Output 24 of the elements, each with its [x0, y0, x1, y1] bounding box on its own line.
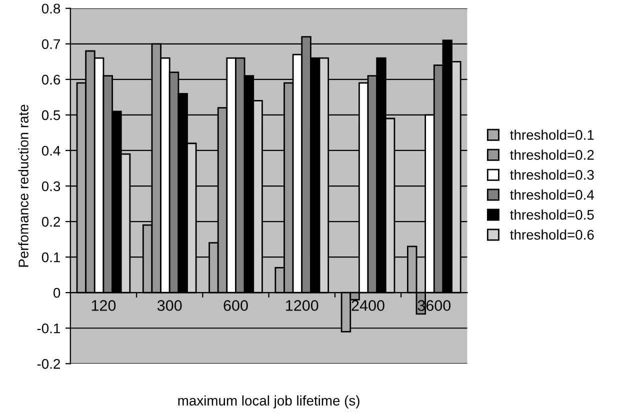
legend-label: threshold=0.6 — [510, 229, 594, 240]
y-tick-label: 0.1 — [42, 252, 60, 262]
y-tick-label: -0.1 — [37, 323, 60, 334]
y-axis-title: Perfomance reduction rate — [18, 104, 28, 267]
x-tick-label: 600 — [224, 300, 248, 311]
y-tick-label: 0.7 — [42, 39, 60, 50]
x-tick-label: 1200 — [286, 300, 318, 311]
x-tick-label: 2400 — [352, 300, 384, 311]
legend-label: threshold=0.4 — [510, 190, 594, 200]
legend-label: threshold=0.3 — [510, 170, 594, 180]
x-tick-label: 120 — [92, 300, 116, 311]
y-tick-label: 0.3 — [42, 181, 60, 192]
y-tick-label: 0.6 — [42, 74, 60, 85]
y-tick-label: -0.2 — [37, 358, 60, 369]
legend-label: threshold=0.1 — [510, 130, 594, 140]
x-axis-title: maximum local job lifetime (s) — [178, 395, 360, 408]
legend-label: threshold=0.2 — [510, 150, 594, 160]
legend-label: threshold=0.5 — [510, 210, 594, 220]
y-tick-label: 0.4 — [42, 146, 60, 156]
y-tick-label: 0.5 — [42, 110, 60, 120]
x-tick-label: 300 — [157, 300, 182, 311]
y-tick-label: 0.8 — [42, 4, 60, 14]
y-tick-label: 0.2 — [42, 216, 60, 227]
y-tick-label: 0 — [53, 288, 60, 298]
